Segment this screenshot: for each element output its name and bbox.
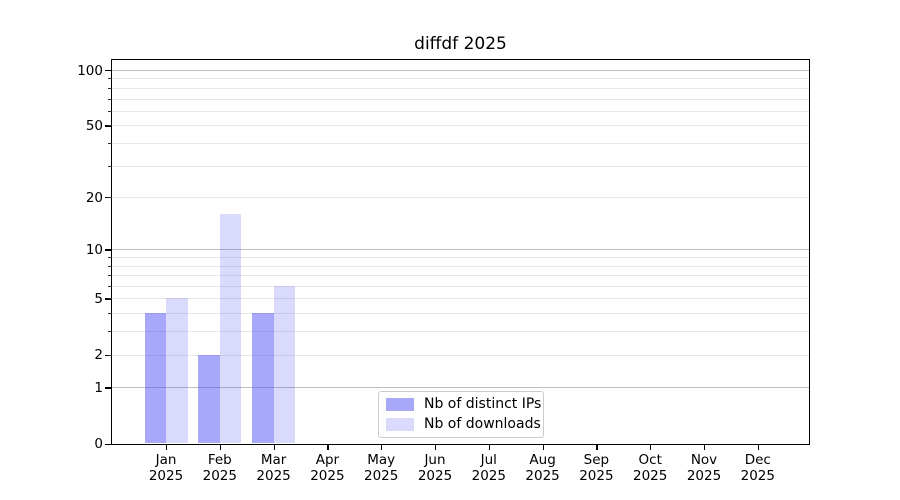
y-axis-tick <box>105 70 112 72</box>
x-axis-tick <box>704 443 706 450</box>
axis-spine-left <box>111 59 113 445</box>
legend-label: Nb of downloads <box>424 416 541 433</box>
y-tick-label: 5 <box>94 290 103 307</box>
x-tick-label: Jul 2025 <box>471 452 506 484</box>
x-axis-tick <box>435 443 437 450</box>
x-tick-label: Feb 2025 <box>202 452 237 484</box>
legend-label: Nb of distinct IPs <box>424 395 542 412</box>
gridline-minor <box>112 110 809 112</box>
axis-spine-top <box>111 59 810 61</box>
gridline-minor <box>112 98 809 100</box>
x-axis-tick <box>596 443 598 450</box>
legend-entry: Nb of distinct IPs <box>386 395 541 414</box>
gridline-minor <box>112 331 809 333</box>
bar-nb-of-distinct-ips-jan <box>144 313 166 444</box>
y-tick-label: 10 <box>85 241 103 258</box>
gridline-minor <box>112 313 809 315</box>
x-axis-tick <box>273 443 275 450</box>
x-axis-tick <box>327 443 329 450</box>
gridline-minor <box>112 286 809 288</box>
gridline-major <box>112 70 809 71</box>
x-tick-label: Nov 2025 <box>686 452 722 484</box>
x-axis-tick <box>219 443 222 450</box>
legend-entry: Nb of downloads <box>386 416 541 435</box>
bar-nb-of-downloads-mar <box>273 286 296 444</box>
x-axis-tick <box>542 443 544 450</box>
gridline-major <box>112 387 809 389</box>
y-tick-label: 50 <box>85 117 103 134</box>
x-axis-tick <box>488 443 491 450</box>
bar-nb-of-downloads-feb <box>219 214 242 444</box>
y-axis-minor-tick <box>108 298 112 300</box>
legend-swatch-icon <box>386 418 414 432</box>
x-axis-tick <box>650 443 652 450</box>
y-axis-tick <box>105 249 112 251</box>
gridline-minor <box>112 142 809 144</box>
x-tick-label: Jun 2025 <box>417 452 453 484</box>
gridline-major <box>112 249 809 251</box>
x-tick-label: Sep 2025 <box>579 452 614 484</box>
gridline-minor <box>112 87 809 89</box>
y-tick-label: 0 <box>94 436 103 452</box>
gridline-minor <box>112 298 809 300</box>
legend-swatch-icon <box>386 397 414 411</box>
y-axis-minor-tick <box>108 257 112 259</box>
y-axis-minor-tick <box>108 313 112 315</box>
gridline-minor <box>112 265 809 267</box>
gridline-minor <box>112 165 809 167</box>
x-tick-label: Apr 2025 <box>310 452 345 484</box>
y-axis-minor-tick <box>108 331 112 333</box>
y-axis-minor-tick <box>108 286 112 288</box>
x-tick-label: Mar 2025 <box>256 452 291 484</box>
y-tick-label: 1 <box>94 379 103 396</box>
y-tick-label: 20 <box>85 189 103 206</box>
x-tick-label: May 2025 <box>364 452 399 484</box>
y-axis-tick <box>105 387 112 389</box>
y-tick-label: 2 <box>94 347 103 364</box>
gridline-minor <box>112 257 809 259</box>
x-tick-label: Aug 2025 <box>525 452 560 484</box>
legend: Nb of distinct IPs Nb of downloads <box>378 391 544 438</box>
x-tick-label: Oct 2025 <box>633 452 668 484</box>
gridline-minor <box>112 354 809 356</box>
gridline-minor <box>112 125 809 127</box>
y-axis-minor-tick <box>108 125 112 127</box>
gridline-minor <box>112 78 809 80</box>
gridline-minor <box>112 275 809 277</box>
x-tick-label: Dec 2025 <box>740 452 775 484</box>
y-axis-minor-tick <box>108 275 112 277</box>
y-axis-minor-tick <box>108 87 112 89</box>
y-axis-minor-tick <box>108 110 112 112</box>
bar-nb-of-distinct-ips-feb <box>198 354 220 444</box>
x-axis-tick <box>381 443 383 450</box>
y-tick-label: 100 <box>77 62 103 79</box>
bar-nb-of-distinct-ips-mar <box>252 313 274 444</box>
axis-spine-right <box>809 59 811 445</box>
chart-title: diffdf 2025 <box>414 34 507 54</box>
y-axis-minor-tick <box>108 265 112 267</box>
x-axis-tick <box>757 443 760 450</box>
y-axis-minor-tick <box>108 78 112 80</box>
y-axis-minor-tick <box>108 197 112 199</box>
bar-nb-of-downloads-jan <box>166 298 188 444</box>
y-axis-minor-tick <box>108 354 112 356</box>
y-axis-minor-tick <box>108 165 112 167</box>
y-axis-minor-tick <box>108 98 112 100</box>
y-axis-tick <box>105 443 112 445</box>
x-tick-label: Jan 2025 <box>148 452 184 484</box>
gridline-minor <box>112 197 809 199</box>
axis-spine-bottom <box>111 443 810 445</box>
x-axis-tick <box>166 443 168 450</box>
y-axis-minor-tick <box>108 142 112 144</box>
